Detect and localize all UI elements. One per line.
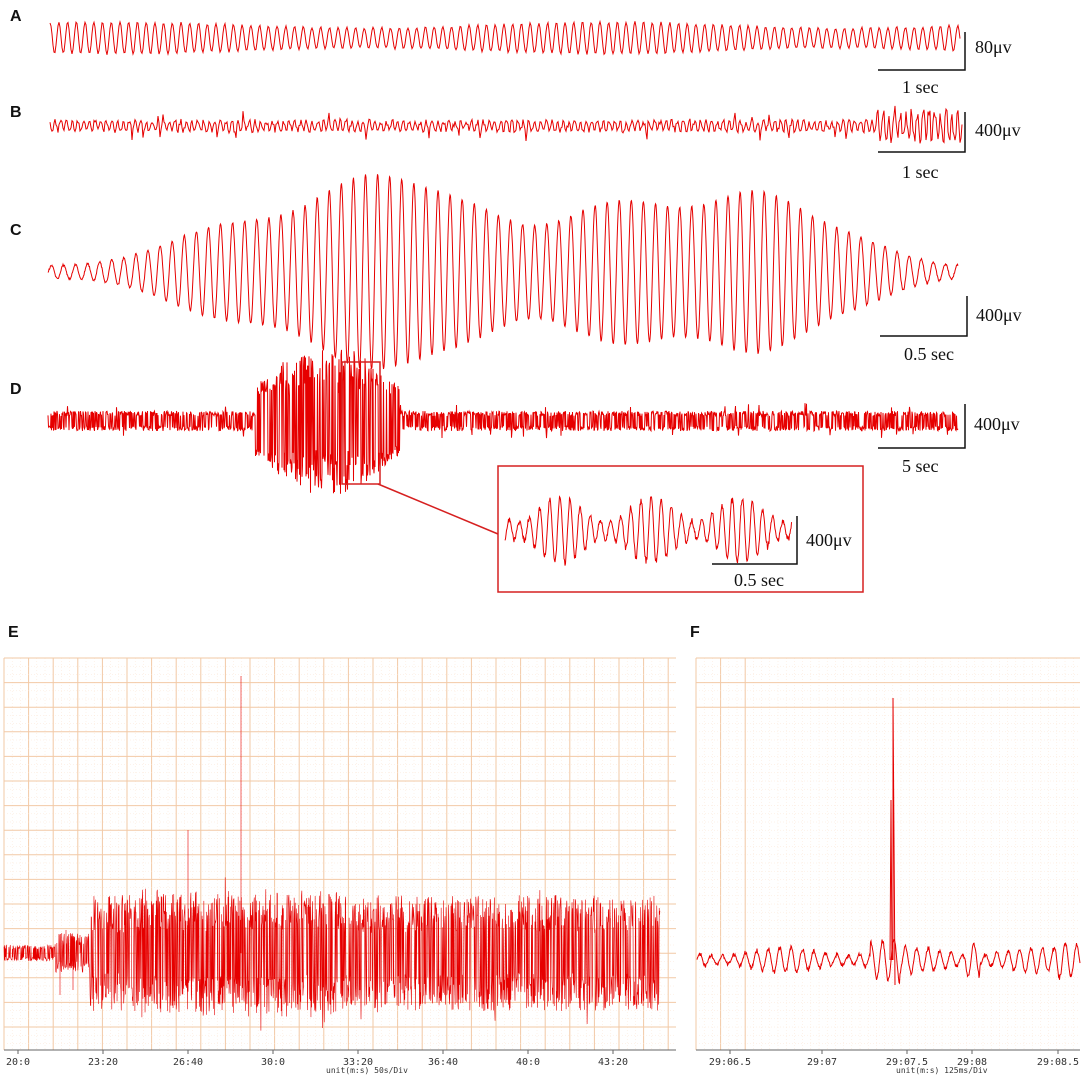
ticksE-tick-label-0: 20:0 xyxy=(6,1057,30,1068)
panel-label-d: D xyxy=(10,381,22,398)
trace-d xyxy=(47,349,959,494)
panel-label-f: F xyxy=(690,624,700,641)
ticksF-tick-label-4: 29:08.5 xyxy=(1037,1057,1079,1068)
ticksF-tick-label-1: 29:07 xyxy=(807,1057,837,1068)
panel-f-unit-label: unit(m:s) 125ms/Div xyxy=(896,1066,988,1075)
scale-c-time: 0.5 sec xyxy=(904,344,954,364)
ticksE-tick-label-6: 40:0 xyxy=(516,1057,540,1068)
trace-a xyxy=(49,19,961,56)
panel-d-inset-frame xyxy=(497,465,864,593)
ticksE-tick-label-3: 30:0 xyxy=(261,1057,285,1068)
scale-d-amplitude: 400μv xyxy=(974,414,1020,434)
ticksE-tick-label-5: 36:40 xyxy=(428,1057,458,1068)
trace-b xyxy=(49,105,963,144)
trace-d-inset xyxy=(504,495,793,566)
scale-inset-amplitude: 400μv xyxy=(806,530,852,550)
scale-inset-time: 0.5 sec xyxy=(734,570,784,590)
panel-label-a: A xyxy=(10,8,22,25)
ticksE-tick-label-2: 26:40 xyxy=(173,1057,203,1068)
trace-e xyxy=(3,676,661,1031)
trace-f xyxy=(696,697,1081,986)
panel-e-unit-label: unit(m:s) 50s/Div xyxy=(326,1066,408,1075)
ticksE-tick-label-7: 43:20 xyxy=(598,1057,628,1068)
scale-d-time: 5 sec xyxy=(902,456,939,476)
scale-b-time: 1 sec xyxy=(902,162,939,182)
panel-label-c: C xyxy=(10,222,22,239)
panel-d-zoom-connector xyxy=(377,483,499,535)
panel-label-b: B xyxy=(10,104,22,121)
scale-bar-b xyxy=(878,112,966,153)
scale-a-time: 1 sec xyxy=(902,77,939,97)
ticksF-tick-label-3: 29:08 xyxy=(957,1057,987,1068)
panel-f-grid xyxy=(695,657,1080,1050)
scale-a-amplitude: 80μv xyxy=(975,37,1012,57)
trace-c xyxy=(47,174,959,370)
scale-bar-inset xyxy=(712,516,798,565)
ticksE-tick-label-1: 23:20 xyxy=(88,1057,118,1068)
panel-d-zoom-box xyxy=(341,361,381,485)
scale-c-amplitude: 400μv xyxy=(976,305,1022,325)
ticksF-tick-label-2: 29:07.5 xyxy=(886,1057,928,1068)
ticksF-tick-label-0: 29:06.5 xyxy=(709,1057,751,1068)
scale-b-amplitude: 400μv xyxy=(975,120,1021,140)
panel-label-e: E xyxy=(8,624,19,641)
scale-bar-a xyxy=(878,32,966,71)
ticksE-tick-label-4: 33:20 xyxy=(343,1057,373,1068)
panel-e-grid xyxy=(3,657,676,1050)
scale-bar-c xyxy=(880,296,968,337)
scale-bar-d xyxy=(878,404,966,449)
